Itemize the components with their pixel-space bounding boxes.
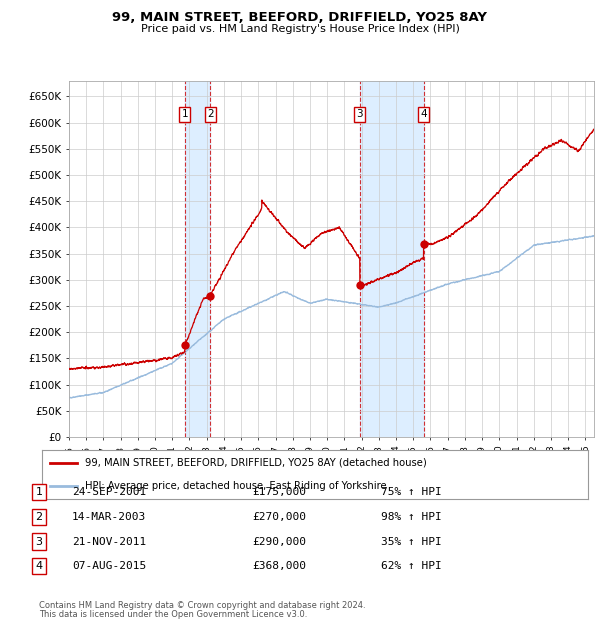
Text: 24-SEP-2001: 24-SEP-2001 bbox=[72, 487, 146, 497]
Text: 62% ↑ HPI: 62% ↑ HPI bbox=[381, 561, 442, 572]
Text: 3: 3 bbox=[356, 110, 363, 120]
Text: 14-MAR-2003: 14-MAR-2003 bbox=[72, 512, 146, 522]
Bar bbox=[185, 81, 210, 437]
Text: Price paid vs. HM Land Registry's House Price Index (HPI): Price paid vs. HM Land Registry's House … bbox=[140, 24, 460, 33]
Text: £175,000: £175,000 bbox=[252, 487, 306, 497]
Text: 35% ↑ HPI: 35% ↑ HPI bbox=[381, 536, 442, 547]
Text: £270,000: £270,000 bbox=[252, 512, 306, 522]
Text: 1: 1 bbox=[35, 487, 43, 497]
Text: £290,000: £290,000 bbox=[252, 536, 306, 547]
Text: 98% ↑ HPI: 98% ↑ HPI bbox=[381, 512, 442, 522]
Text: 2: 2 bbox=[35, 512, 43, 522]
Text: HPI: Average price, detached house, East Riding of Yorkshire: HPI: Average price, detached house, East… bbox=[85, 480, 386, 490]
Bar bbox=[360, 81, 424, 437]
Text: 4: 4 bbox=[35, 561, 43, 572]
Text: Contains HM Land Registry data © Crown copyright and database right 2024.: Contains HM Land Registry data © Crown c… bbox=[39, 601, 365, 611]
Text: 99, MAIN STREET, BEEFORD, DRIFFIELD, YO25 8AY (detached house): 99, MAIN STREET, BEEFORD, DRIFFIELD, YO2… bbox=[85, 458, 427, 468]
Text: 07-AUG-2015: 07-AUG-2015 bbox=[72, 561, 146, 572]
Text: 21-NOV-2011: 21-NOV-2011 bbox=[72, 536, 146, 547]
Text: 99, MAIN STREET, BEEFORD, DRIFFIELD, YO25 8AY: 99, MAIN STREET, BEEFORD, DRIFFIELD, YO2… bbox=[113, 11, 487, 24]
Text: 2: 2 bbox=[207, 110, 214, 120]
Text: 3: 3 bbox=[35, 536, 43, 547]
Text: This data is licensed under the Open Government Licence v3.0.: This data is licensed under the Open Gov… bbox=[39, 610, 307, 619]
Text: 75% ↑ HPI: 75% ↑ HPI bbox=[381, 487, 442, 497]
Text: £368,000: £368,000 bbox=[252, 561, 306, 572]
Text: 1: 1 bbox=[182, 110, 188, 120]
Text: 4: 4 bbox=[420, 110, 427, 120]
